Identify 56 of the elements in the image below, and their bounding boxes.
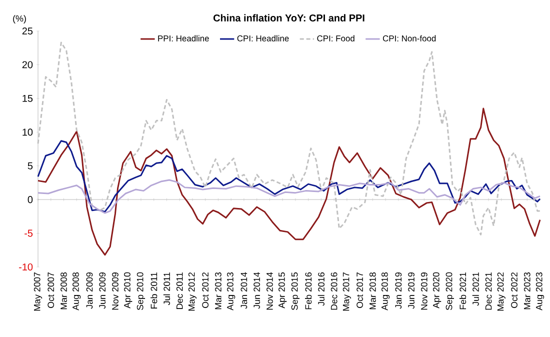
- x-tick-label: Oct 2007: [48, 272, 54, 308]
- legend-label: CPI: Non-food: [382, 35, 436, 42]
- line-series: [37, 108, 541, 256]
- x-tick-label: Oct 2012: [202, 272, 209, 308]
- y-tick-label: 10: [22, 128, 33, 136]
- y-tick-label: 0: [28, 196, 33, 204]
- x-tick-label: Dec 2021: [485, 272, 492, 310]
- x-tick-label: Jan 2014: [240, 272, 248, 309]
- legend-label: CPI: Headline: [237, 35, 289, 42]
- line-series: [37, 42, 541, 236]
- x-tick-label: Jul 2016: [318, 272, 324, 306]
- x-tick-label: Apr 2010: [124, 272, 132, 308]
- x-tick-label: Jul 2011: [163, 272, 170, 306]
- x-tick-label: Jun 2019: [408, 272, 414, 309]
- x-tick-label: Feb 2021: [459, 272, 466, 310]
- x-tick-label: Mar 2023: [524, 272, 530, 310]
- y-tick-label: 5: [28, 162, 33, 170]
- x-tick-label: Jul 2021: [472, 272, 479, 306]
- y-tick-label: -10: [19, 263, 33, 271]
- x-tick-label: Sep 2020: [446, 272, 454, 310]
- chart-title: China inflation YoY: CPI and PPI: [213, 14, 364, 22]
- x-tick-label: Dec 2016: [330, 272, 338, 310]
- x-tick-label: Oct 2017: [356, 272, 363, 308]
- x-tick-label: Sep 2010: [136, 272, 146, 310]
- x-tick-label: Apr 2015: [278, 272, 287, 308]
- x-tick-label: Jun 2009: [99, 272, 106, 309]
- x-tick-label: Oct 2022: [511, 272, 518, 308]
- x-tick-label: May 2007: [34, 272, 42, 311]
- x-tick-label: Aug 2013: [227, 272, 236, 310]
- legend-label: CPI: Food: [317, 35, 354, 42]
- x-tick-label: May 2012: [188, 272, 197, 311]
- y-tick-label: 25: [22, 27, 33, 35]
- x-tick-label: Aug 2018: [381, 272, 390, 310]
- x-tick-label: Feb 2011: [150, 272, 158, 309]
- x-tick-label: Mar 2008: [60, 272, 67, 310]
- x-tick-label: Mar 2018: [369, 272, 376, 310]
- x-tick-label: Jun 2014: [254, 272, 260, 309]
- y-tick-label: -5: [24, 230, 33, 237]
- x-tick-label: Apr 2020: [432, 272, 442, 308]
- y-axis-title: (%): [13, 15, 26, 24]
- x-tick-label: May 2022: [497, 272, 506, 311]
- legend-label: PPI: Headline: [158, 35, 209, 42]
- x-tick-label: Sep 2015: [291, 272, 300, 310]
- x-tick-label: Nov 2009: [112, 272, 118, 310]
- x-tick-label: Aug 2023: [536, 272, 544, 310]
- x-tick-label: May 2017: [342, 272, 351, 311]
- x-tick-label: Jan 2009: [86, 272, 93, 309]
- x-tick-label: Dec 2011: [176, 272, 183, 309]
- x-tick-label: Aug 2008: [72, 272, 81, 310]
- x-tick-label: Nov 2014: [266, 272, 273, 310]
- x-tick-label: Mar 2013: [215, 272, 222, 310]
- y-tick-label: 15: [22, 94, 33, 102]
- y-tick-label: 20: [22, 61, 33, 68]
- x-tick-label: Nov 2019: [420, 272, 428, 310]
- x-tick-label: Feb 2016: [305, 272, 312, 310]
- x-tick-label: Jan 2019: [395, 272, 402, 309]
